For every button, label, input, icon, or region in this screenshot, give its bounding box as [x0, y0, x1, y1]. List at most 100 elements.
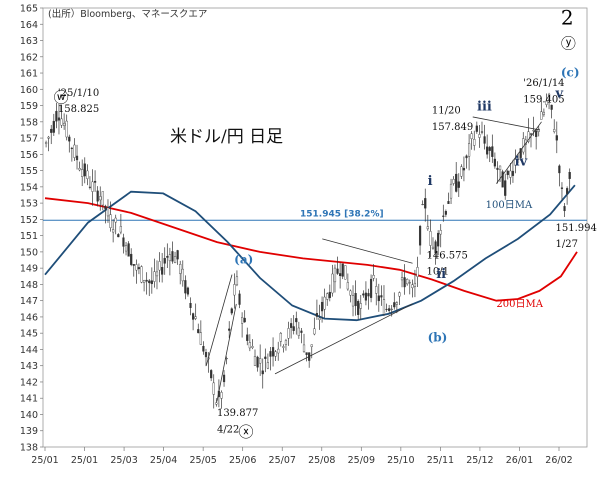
candle-body — [189, 302, 192, 308]
candle-body — [362, 293, 365, 296]
x-tick-label: 25/10 — [387, 455, 414, 466]
wave-label: i — [428, 174, 433, 189]
price-annotation: 10/1 — [427, 267, 449, 278]
candle-body — [498, 165, 502, 171]
candle-body — [318, 317, 321, 320]
y-tick-label: 148 — [20, 280, 38, 291]
candle-body — [341, 263, 344, 277]
candle-body — [261, 370, 264, 375]
candle-body — [81, 169, 84, 177]
candle-body — [124, 245, 128, 252]
candle-body — [535, 130, 538, 137]
candle-body — [333, 267, 337, 283]
candle-body — [106, 207, 110, 217]
candle-body — [547, 93, 551, 101]
wave-label: ii — [436, 267, 446, 282]
x-tick-label: 25/07 — [269, 455, 296, 466]
y-tick-label: 161 — [20, 69, 38, 80]
candle-body — [385, 308, 388, 310]
candle-body — [486, 146, 489, 155]
candle-body — [210, 370, 213, 379]
candle-body — [480, 131, 484, 133]
candle-body — [496, 167, 499, 170]
candle-body — [411, 284, 414, 289]
candle-body — [122, 237, 125, 247]
y-tick-label: 145 — [20, 329, 38, 340]
x-tick-label: 25/01 — [31, 455, 58, 466]
candle-body — [130, 253, 133, 265]
candle-body — [109, 214, 112, 228]
ma200-line — [44, 197, 578, 302]
candle-body — [256, 356, 259, 368]
candle-body — [132, 264, 135, 266]
candle-body — [173, 256, 177, 264]
candle-body — [351, 295, 355, 307]
candle-body — [406, 279, 409, 285]
candle-body — [158, 261, 161, 271]
trendlines — [205, 116, 542, 402]
candle-body — [230, 308, 233, 314]
candle-body — [326, 293, 329, 300]
candle-body — [540, 111, 543, 120]
ma200-label: 200日MA — [496, 299, 543, 310]
candle-body — [555, 135, 558, 141]
candle-body — [367, 293, 370, 297]
x-tick-label: 25/08 — [308, 455, 335, 466]
candle-body — [364, 292, 368, 301]
candle-body — [519, 148, 522, 158]
candle-body — [176, 250, 179, 260]
x-tick-label: 25/04 — [150, 455, 177, 466]
y-tick-label: 157 — [20, 134, 38, 145]
candle-body — [248, 342, 251, 349]
candle-body — [290, 323, 293, 328]
candle-body — [328, 291, 331, 299]
candle-body — [462, 168, 466, 171]
y-tick-label: 163 — [20, 36, 38, 47]
candle-body — [331, 273, 334, 294]
candle-body — [393, 302, 396, 308]
y-tick-label: 144 — [20, 345, 38, 356]
wave-v-upper — [472, 116, 540, 131]
candle-body — [560, 187, 564, 189]
candle-body — [424, 198, 427, 209]
candle-body — [199, 332, 202, 345]
candle-body — [241, 317, 244, 324]
wave-b-resistance — [322, 238, 413, 264]
candle-body — [212, 382, 215, 395]
wave-a-channel-upper — [216, 303, 237, 402]
candle-body — [274, 351, 277, 357]
y-tick-label: 159 — [20, 101, 38, 112]
candle-body — [269, 351, 272, 357]
y-tick-label: 155 — [20, 166, 38, 177]
candle-body — [465, 155, 468, 159]
candle-body — [171, 251, 174, 262]
chart-title: 米ドル/円 日足 — [170, 127, 283, 147]
candle-body — [447, 201, 450, 204]
candle-body — [186, 287, 190, 295]
candle-body — [145, 279, 148, 282]
wave-label: (b) — [428, 330, 448, 344]
candle-body — [197, 329, 200, 334]
y-tick-label: 141 — [20, 394, 38, 405]
candle-body — [63, 122, 66, 126]
candle-body — [542, 111, 545, 115]
chart-frame: 138 139 140 141 142 143 144 145 146 147 148 149 150 1… — [20, 4, 588, 466]
candle-body — [52, 120, 55, 133]
candle-body — [473, 139, 476, 146]
candle-body — [493, 158, 496, 167]
y-tick-label: 143 — [20, 361, 38, 372]
candle-body — [251, 346, 254, 348]
candle-body — [78, 168, 81, 171]
candle-body — [421, 204, 424, 206]
candle-body — [204, 352, 208, 358]
candle-body — [225, 358, 228, 360]
candle-body — [457, 181, 460, 188]
candle-body — [388, 308, 391, 311]
candle-body — [467, 143, 471, 157]
candlestick-series — [44, 92, 571, 409]
candle-body — [390, 308, 393, 310]
candle-body — [449, 183, 453, 199]
candle-body — [354, 293, 357, 307]
candle-body — [478, 134, 481, 138]
